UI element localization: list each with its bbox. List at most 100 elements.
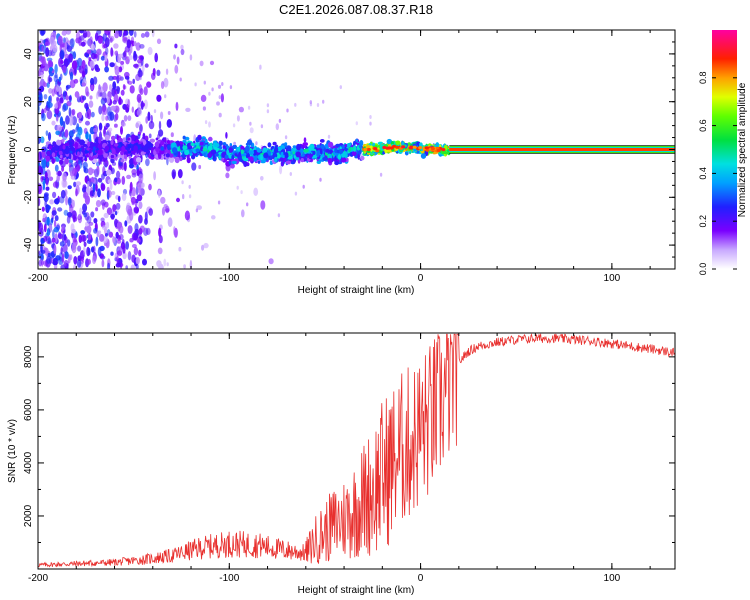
- spectrogram-noise-blob: [139, 44, 145, 49]
- spectrogram-noise-blob: [90, 84, 94, 91]
- spectrogram-ridge-blob: [284, 142, 288, 146]
- spectrogram-noise-blob: [107, 262, 111, 269]
- spectrogram-ridge-blob: [245, 145, 250, 153]
- spectrogram-noise-blob: [85, 111, 89, 119]
- spectrogram-ridge-blob: [287, 155, 293, 160]
- spectrogram-noise-blob: [84, 176, 88, 183]
- spectrogram-ridge-blob: [89, 149, 92, 154]
- spectrogram-noise-blob: [108, 190, 112, 198]
- spectrogram-noise-blob: [79, 35, 85, 41]
- spectrogram-noise-blob: [104, 160, 109, 167]
- spectrogram-ridge-blob: [155, 146, 160, 152]
- spectrogram-noise-blob: [200, 94, 207, 102]
- spectrogram-noise-blob: [83, 241, 87, 247]
- spectrogram-noise-blob: [123, 30, 127, 36]
- spectrogram-noise-blob: [108, 231, 114, 238]
- spectrogram-noise-blob: [95, 236, 99, 247]
- spectrogram-noise-blob: [194, 82, 197, 87]
- spectrogram-ridge-blob: [240, 149, 244, 154]
- spectrogram-ridge-blob: [214, 143, 220, 148]
- spectrogram-ridge-blob: [218, 140, 223, 146]
- spectrogram-noise-blob: [246, 202, 249, 207]
- spectrogram-noise-blob: [93, 169, 100, 177]
- spectrogram-noise-blob: [62, 65, 67, 74]
- spectrogram-ridge-blob: [355, 138, 359, 143]
- spectrogram-noise-blob: [122, 239, 125, 245]
- spectrogram-noise-blob: [49, 67, 53, 72]
- spectrogram-noise-blob: [135, 263, 139, 269]
- spectrogram-noise-blob: [86, 49, 92, 55]
- spectrogram-noise-blob: [369, 121, 372, 126]
- spectrogram-noise-blob: [286, 108, 289, 113]
- spectrogram-noise-blob: [41, 113, 46, 122]
- spectrogram-noise-blob: [69, 254, 73, 261]
- spectrogram-noise-blob: [160, 111, 164, 120]
- spectrogram-noise-blob: [110, 251, 114, 256]
- spectrogram-ridge-blob: [389, 146, 394, 150]
- spectrogram-noise-blob: [68, 130, 74, 138]
- spectrogram-ridge-blob: [274, 146, 279, 153]
- spectrogram-noise-blob: [136, 93, 142, 103]
- spectrogram-noise-blob: [201, 244, 205, 251]
- spectrogram-noise-blob: [87, 180, 90, 187]
- spectrogram-noise-blob: [204, 120, 208, 125]
- spectrogram-ridge-blob: [104, 134, 110, 141]
- spectrogram-noise-blob: [64, 236, 68, 244]
- spectrogram-noise-blob: [120, 60, 125, 65]
- spectrogram-noise-blob: [152, 68, 156, 76]
- snr-frame: [37, 332, 676, 570]
- spectrogram-noise-blob: [63, 259, 69, 269]
- spectrogram-ridge-blob: [352, 145, 357, 152]
- spectrogram-noise-blob: [100, 199, 106, 206]
- spectrogram-noise-blob: [138, 184, 142, 195]
- spectrogram-noise-blob: [129, 163, 134, 169]
- spectrogram-noise-blob: [158, 120, 162, 130]
- spectrogram-noise-blob: [105, 221, 110, 229]
- spectrogram-ylabel: Frequency (Hz): [7, 116, 18, 185]
- spectrogram-noise-blob: [67, 212, 73, 219]
- spectrogram-noise-blob: [132, 78, 135, 84]
- spectrogram-noise-blob: [123, 115, 128, 122]
- spectrogram-ridge-blob: [337, 155, 341, 159]
- spectrogram-noise-blob: [46, 110, 53, 120]
- spectrogram-ridge-blob: [366, 147, 371, 152]
- spectrogram-ridge-blob: [303, 148, 309, 153]
- spectrogram-noise-blob: [131, 106, 134, 113]
- spectrogram-noise-blob: [40, 175, 44, 182]
- spectrogram-noise-blob: [130, 196, 136, 204]
- spectrogram-noise-blob: [102, 82, 108, 92]
- spectrogram-noise-blob: [64, 41, 67, 51]
- spectrogram-noise-blob: [47, 205, 51, 210]
- spectrogram-noise-blob: [161, 206, 166, 216]
- spectrogram-noise-blob: [89, 126, 95, 135]
- spectrogram-ridge-blob: [59, 154, 63, 159]
- spectrogram-noise-blob: [80, 41, 86, 47]
- spectrogram-noise-blob: [133, 53, 138, 61]
- spectrogram-ridge-blob: [115, 147, 121, 154]
- spectrogram-noise-blob: [143, 99, 148, 110]
- colorbar-tick-label: 0.8: [698, 72, 708, 85]
- spectrogram-noise-blob: [100, 183, 106, 192]
- spectrogram-noise-blob: [104, 55, 108, 62]
- spectrogram-noise-blob: [167, 217, 173, 228]
- spectrogram-noise-blob: [61, 225, 65, 231]
- spectrogram-noise-blob: [108, 75, 114, 81]
- spectrogram-noise-blob: [45, 177, 49, 186]
- spectrogram-noise-blob: [46, 255, 51, 264]
- spectrogram-ridge-blob: [51, 152, 56, 158]
- spectrogram-noise-blob: [41, 159, 47, 169]
- spectrogram-noise-blob: [154, 52, 158, 63]
- spectrogram-noise-blob: [51, 237, 56, 243]
- spectrogram-noise-blob: [123, 161, 127, 172]
- spectrogram-noise-blob: [144, 63, 149, 68]
- spectrogram-noise-blob: [126, 174, 132, 180]
- spectrogram-noise-blob: [156, 38, 162, 45]
- spectrogram-noise-blob: [102, 166, 106, 176]
- spectrogram-noise-blob: [59, 241, 65, 247]
- spectrogram-ridge-blob: [89, 142, 94, 147]
- snr-xtick-label: -100: [219, 573, 239, 584]
- spectrogram-noise-blob: [85, 53, 90, 59]
- spectrogram-ridge-blob: [292, 151, 296, 155]
- spectrogram-noise-blob: [54, 63, 58, 74]
- spectrogram-noise-blob: [105, 123, 110, 128]
